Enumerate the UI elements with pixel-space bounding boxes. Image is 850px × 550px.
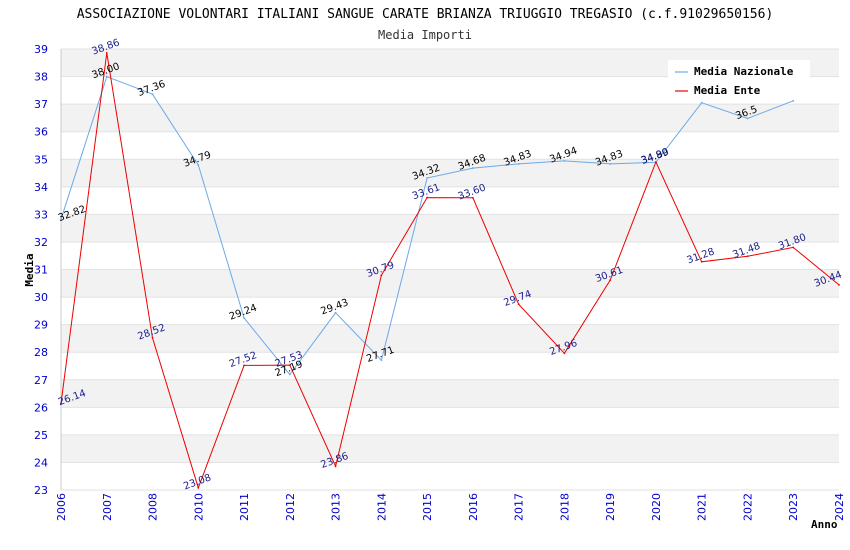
data-point — [380, 359, 383, 362]
x-tick-label: 2011 — [238, 493, 251, 521]
data-point — [197, 164, 200, 166]
grid-band — [61, 379, 839, 408]
y-axis-ticks: 23 24 25 26 27 28 29 30 31 32 33 34 35 36 37 38 39 — [34, 43, 48, 497]
data-point — [792, 99, 795, 102]
x-tick-label: 2024 — [833, 493, 846, 521]
chart-subtitle: Media Importi — [378, 28, 472, 42]
data-point — [151, 336, 154, 339]
grid-band — [61, 131, 839, 160]
data-point — [426, 177, 429, 179]
grid-band — [61, 352, 839, 380]
data-point — [609, 279, 612, 282]
y-tick-label: 30 — [34, 291, 48, 304]
data-point — [334, 311, 337, 314]
data-point — [60, 402, 62, 405]
y-axis-label: Media — [23, 253, 36, 286]
x-tick-label: 2014 — [375, 493, 388, 521]
legend: Media Nazionale Media Ente — [668, 60, 810, 100]
grid-band — [61, 186, 839, 215]
data-point — [655, 161, 657, 163]
grid-band — [61, 104, 839, 132]
data-point — [380, 274, 383, 277]
x-tick-label: 2020 — [650, 493, 663, 521]
data-point — [700, 101, 703, 104]
legend-box — [668, 60, 810, 100]
data-point — [838, 284, 840, 286]
data-point — [746, 117, 749, 120]
y-tick-label: 33 — [34, 208, 48, 221]
data-point — [243, 364, 245, 367]
data-point — [792, 246, 795, 249]
data-point — [700, 260, 703, 263]
y-tick-label: 32 — [34, 236, 48, 249]
y-tick-label: 39 — [34, 43, 48, 56]
legend-label-nazionale: Media Nazionale — [694, 65, 794, 78]
data-point — [517, 303, 520, 306]
x-tick-label: 2008 — [147, 493, 160, 521]
x-tick-label: 2016 — [467, 493, 480, 521]
y-tick-label: 37 — [34, 98, 48, 111]
data-point — [746, 255, 749, 258]
grid-bands — [60, 48, 839, 491]
x-tick-label: 2007 — [101, 493, 114, 521]
x-tick-label: 2021 — [696, 493, 709, 521]
y-tick-label: 35 — [34, 153, 48, 166]
x-axis-label: Anno — [811, 518, 838, 531]
data-point — [243, 317, 245, 319]
grid-band — [61, 434, 839, 463]
y-tick-label: 23 — [34, 484, 48, 497]
data-point — [105, 75, 108, 78]
y-tick-label: 25 — [34, 429, 48, 442]
data-point — [105, 51, 108, 54]
y-tick-label: 36 — [34, 126, 48, 139]
chart-title: ASSOCIAZIONE VOLONTARI ITALIANI SANGUE C… — [77, 7, 774, 22]
x-tick-label: 2013 — [330, 493, 343, 521]
data-point — [563, 160, 566, 162]
y-tick-label: 27 — [34, 374, 48, 387]
x-tick-label: 2019 — [604, 493, 617, 521]
data-point — [288, 373, 291, 376]
x-tick-label: 2006 — [55, 493, 68, 521]
x-tick-label: 2018 — [558, 493, 571, 521]
grid-band — [61, 324, 839, 353]
grid-band — [61, 241, 839, 270]
grid-band — [61, 269, 839, 298]
y-tick-label: 34 — [34, 181, 48, 194]
data-point — [60, 218, 62, 221]
data-point — [471, 196, 474, 199]
x-tick-label: 2022 — [741, 493, 754, 521]
data-point — [471, 167, 474, 169]
y-tick-label: 26 — [34, 401, 48, 414]
x-axis-ticks: 2006 2007 2008 2010 2011 2012 2013 2014 2015 2016… — [55, 493, 846, 521]
data-point — [197, 486, 200, 489]
y-tick-label: 28 — [34, 346, 48, 359]
data-point — [334, 465, 337, 468]
data-point — [517, 163, 520, 165]
x-tick-label: 2023 — [787, 493, 800, 521]
series-layer — [60, 51, 840, 490]
data-point — [151, 93, 154, 96]
legend-label-ente: Media Ente — [694, 84, 761, 97]
data-point — [609, 163, 612, 165]
y-tick-label: 38 — [34, 71, 48, 84]
x-tick-label: 2015 — [421, 493, 434, 521]
y-tick-label: 29 — [34, 319, 48, 332]
grid-band — [61, 214, 839, 242]
y-tick-label: 31 — [34, 264, 48, 277]
data-point — [426, 196, 429, 199]
y-tick-label: 24 — [34, 456, 48, 469]
grid-band — [61, 297, 839, 325]
x-tick-label: 2012 — [284, 493, 297, 521]
grid-band — [61, 407, 839, 435]
x-tick-label: 2010 — [192, 493, 205, 521]
x-tick-label: 2017 — [513, 493, 526, 521]
grid-band — [61, 462, 839, 490]
series-line-1 — [60, 52, 840, 490]
data-point — [563, 352, 566, 355]
data-point — [288, 364, 291, 367]
